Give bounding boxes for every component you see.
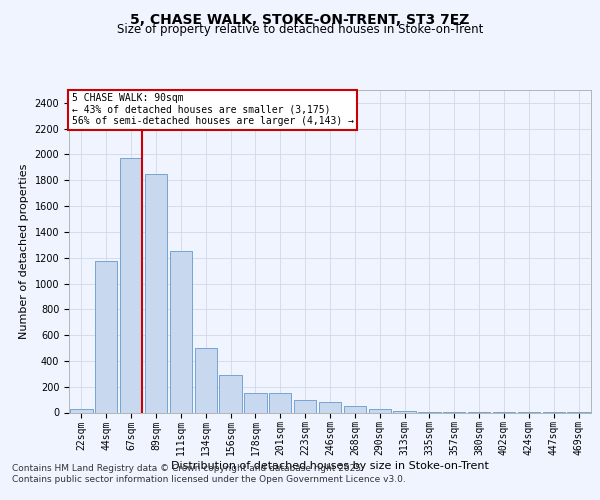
X-axis label: Distribution of detached houses by size in Stoke-on-Trent: Distribution of detached houses by size … [171, 461, 489, 471]
Bar [294, 400, 316, 412]
Bar [194, 348, 217, 412]
Bar [319, 402, 341, 412]
Bar [220, 375, 242, 412]
Bar [244, 392, 266, 412]
Y-axis label: Number of detached properties: Number of detached properties [19, 164, 29, 339]
Bar [368, 410, 391, 412]
Bar [120, 158, 142, 412]
Bar [145, 174, 167, 412]
Text: Size of property relative to detached houses in Stoke-on-Trent: Size of property relative to detached ho… [117, 22, 483, 36]
Bar [269, 393, 292, 412]
Text: 5, CHASE WALK, STOKE-ON-TRENT, ST3 7EZ: 5, CHASE WALK, STOKE-ON-TRENT, ST3 7EZ [130, 12, 470, 26]
Bar [394, 410, 416, 412]
Bar [344, 406, 366, 412]
Text: 5 CHASE WALK: 90sqm
← 43% of detached houses are smaller (3,175)
56% of semi-det: 5 CHASE WALK: 90sqm ← 43% of detached ho… [71, 93, 353, 126]
Bar [95, 261, 118, 412]
Bar [170, 251, 192, 412]
Text: Contains HM Land Registry data © Crown copyright and database right 2025.: Contains HM Land Registry data © Crown c… [12, 464, 364, 473]
Text: Contains public sector information licensed under the Open Government Licence v3: Contains public sector information licen… [12, 475, 406, 484]
Bar [70, 408, 92, 412]
